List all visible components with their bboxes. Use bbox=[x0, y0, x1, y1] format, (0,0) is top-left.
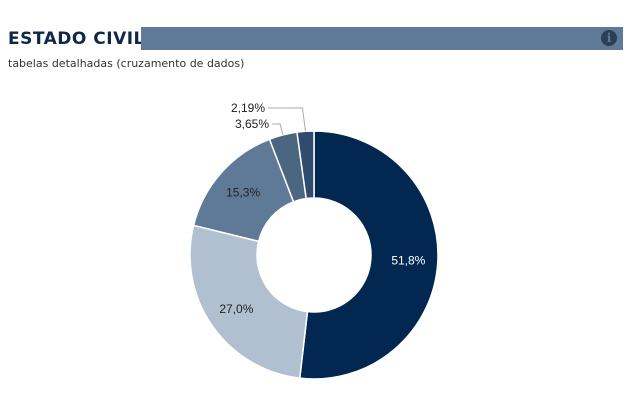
info-icon[interactable]: i bbox=[601, 30, 617, 46]
slice-label-3: 3,65% bbox=[235, 117, 269, 131]
title-bar: i bbox=[141, 27, 623, 50]
leader-line-4 bbox=[268, 107, 306, 132]
slice-1[interactable] bbox=[189, 224, 309, 380]
subtitle: tabelas detalhadas (cruzamento de dados) bbox=[8, 57, 245, 70]
section-title: ESTADO CIVIL bbox=[8, 29, 145, 49]
slice-0[interactable] bbox=[298, 130, 439, 380]
leader-line-3 bbox=[272, 123, 284, 136]
slice-4[interactable] bbox=[296, 130, 315, 200]
slice-label-4: 2,19% bbox=[231, 101, 265, 115]
slice-label-1: 27,0% bbox=[219, 302, 253, 316]
slice-label-0: 51,8% bbox=[391, 253, 425, 267]
slice-label-2: 15,3% bbox=[226, 185, 260, 199]
